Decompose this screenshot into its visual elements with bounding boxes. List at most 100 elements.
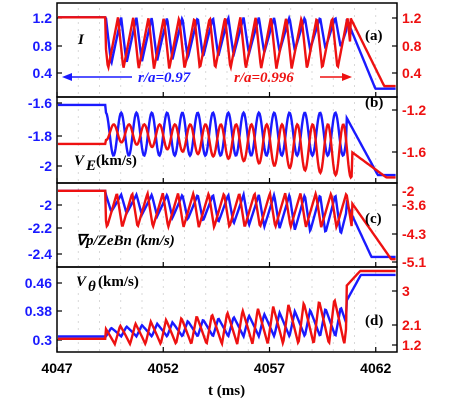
ylabel-d: V θ (km/s) [76, 274, 139, 295]
grid-dot [184, 158, 185, 160]
grid-dot [120, 314, 122, 316]
grid-dot [226, 188, 228, 190]
right-tick-label: -3.6 [402, 197, 426, 213]
grid-dot [99, 188, 100, 190]
grid-dot [354, 179, 355, 181]
grid-dot [184, 8, 185, 10]
grid-dot [290, 342, 292, 344]
grid-dot [99, 64, 100, 66]
grid-dot [226, 137, 228, 139]
grid-dot [141, 116, 143, 118]
left-tick-label: -2.2 [28, 220, 52, 236]
grid-dot [184, 251, 185, 253]
grid-dot [141, 349, 143, 351]
grid-dot [311, 15, 313, 17]
grid-dot [226, 244, 228, 246]
grid-dot [332, 78, 334, 80]
grid-dot [162, 216, 164, 218]
grid-dot [141, 279, 143, 281]
grid-dot [99, 151, 100, 153]
right-tick-label: 1.2 [402, 337, 422, 353]
grid-dot [332, 195, 334, 197]
grid-dot [141, 230, 143, 232]
grid-dot [141, 85, 143, 87]
grid-dot [184, 314, 185, 316]
grid-dot [226, 328, 228, 330]
grid-dot [77, 85, 79, 87]
grid-dot [375, 286, 377, 288]
grid-dot [99, 102, 100, 104]
grid-dot [332, 321, 334, 323]
grid-dot [247, 29, 249, 31]
grid-dot [184, 244, 185, 246]
grid-dot [162, 172, 164, 174]
plot-area: 1.2 0.8 0.4 1.2 0.8 0.4 -1.6 -1.8 -2 -1.2 -1.6 -2 -2… [25, 2, 426, 376]
grid-dot [247, 342, 249, 344]
grid-dot [311, 321, 313, 323]
grid-dot [290, 144, 292, 146]
grid-dot [99, 328, 100, 330]
grid-dot [77, 223, 79, 225]
grid-dot [226, 130, 228, 132]
grid-dot [141, 314, 143, 316]
grid-dot [99, 286, 100, 288]
grid-dot [141, 188, 143, 190]
grid-dot [226, 272, 228, 274]
grid-dot [141, 328, 143, 330]
grid-dot [354, 116, 355, 118]
left-tick-label: -2 [40, 197, 53, 213]
grid-dot [311, 237, 313, 239]
series-VE-left [58, 103, 396, 177]
grid-dot [332, 335, 334, 337]
grid-dot [77, 342, 79, 344]
grid-dot [226, 144, 228, 146]
grid-dot [375, 223, 377, 225]
grid-dot [311, 300, 313, 302]
grid-dot [354, 237, 355, 239]
grid-dot [99, 158, 100, 160]
series-gradp-right [58, 189, 396, 261]
grid-dot [269, 272, 270, 274]
grid-dot [120, 64, 122, 66]
grid-dot [226, 342, 228, 344]
grid-dot [141, 15, 143, 17]
grid-dot [375, 216, 377, 218]
grid-dot [354, 29, 355, 31]
grid-dot [99, 165, 100, 167]
grid-dot [311, 179, 313, 181]
grid-dot [162, 71, 164, 73]
right-tick-label: -4.3 [402, 226, 426, 242]
grid-dot [311, 144, 313, 146]
grid-dot [77, 64, 79, 66]
grid-dot [247, 172, 249, 174]
grid-dot [205, 188, 207, 190]
grid-dot [120, 15, 122, 17]
grid-dot [162, 85, 164, 87]
grid-dot [162, 237, 164, 239]
grid-dot [162, 230, 164, 232]
grid-dot [77, 293, 79, 295]
grid-dot [269, 123, 270, 125]
grid-dot [205, 179, 207, 181]
annotation-left: r/a=0.97 [62, 70, 191, 86]
grid-dot [226, 109, 228, 111]
svg-text:V: V [76, 274, 88, 290]
grid-dot [184, 272, 185, 274]
left-tick-label: -2.4 [28, 246, 52, 262]
grid-dot [184, 195, 185, 197]
grid-dot [311, 57, 313, 59]
grid-dot [247, 293, 249, 295]
grid-dot [77, 29, 79, 31]
grid-dot [311, 195, 313, 197]
grid-dot [311, 216, 313, 218]
grid-dot [311, 293, 313, 295]
grid-dot [77, 137, 79, 139]
grid-dot [162, 272, 164, 274]
grid-dot [162, 165, 164, 167]
grid-dot [269, 57, 270, 59]
grid-dot [332, 272, 334, 274]
grid-dot [375, 188, 377, 190]
grid-dot [247, 202, 249, 204]
grid-dot [354, 195, 355, 197]
x-tick-label: 4047 [41, 360, 72, 376]
